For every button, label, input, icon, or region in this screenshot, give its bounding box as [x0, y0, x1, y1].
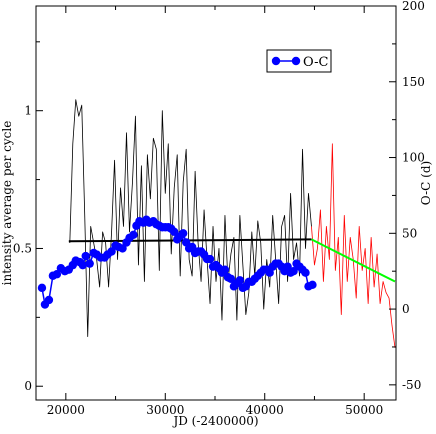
o-c-point	[78, 260, 87, 270]
y-left-tick-label: 1	[24, 104, 32, 118]
o-c-point	[129, 230, 138, 240]
x-tick-label: 30000	[146, 403, 184, 417]
plot-frame	[35, 5, 397, 401]
o-c-point	[220, 265, 230, 274]
o-c-point	[118, 244, 127, 253]
y-right-tick-label: 0	[402, 302, 410, 316]
x-axis-title: JD (-2400000)	[171, 414, 258, 428]
series-layer	[41, 99, 396, 348]
o-c-point	[85, 259, 94, 268]
right-axis-title: O-C (d)	[419, 161, 433, 205]
o-c-point	[44, 295, 54, 305]
series-4-line	[311, 238, 396, 283]
y-left-tick-label: 0	[24, 379, 32, 393]
o-c-point	[205, 254, 215, 264]
tick-layer: 20000 30000 40000 50000 0 0.5 1 -50 0 50 100 150 200	[13, 0, 425, 417]
y-right-tick-label: 50	[402, 226, 417, 240]
y-right-tick-label: -50	[402, 378, 421, 392]
series-3-line	[68, 238, 312, 243]
o-c-point	[289, 266, 298, 276]
o-c-point	[81, 251, 90, 261]
y-right-tick-label: 100	[402, 151, 425, 165]
legend-marker-right	[291, 56, 301, 66]
legend-label: O-C	[303, 55, 329, 70]
o-c-point	[37, 283, 47, 293]
legend-marker-left	[271, 56, 281, 66]
o-c-point	[301, 268, 310, 277]
y-left-tick-label: 0.5	[13, 241, 32, 255]
o-c-point	[178, 229, 188, 238]
o-c-point	[235, 276, 245, 285]
y-right-tick-label: 150	[402, 75, 425, 89]
x-tick-label: 40000	[246, 403, 284, 417]
x-tick-label: 50000	[345, 403, 383, 417]
o-c-point	[308, 280, 317, 290]
y-right-tick-label: 200	[402, 0, 425, 13]
x-tick-label: 20000	[47, 403, 85, 417]
o-c-point	[226, 274, 236, 283]
legend: O-C	[266, 49, 332, 73]
marker-layer	[37, 215, 317, 309]
series-1-line	[69, 99, 312, 338]
o-c-point	[107, 247, 116, 256]
left-axis-title: intensity average per cycle	[0, 121, 14, 286]
o-c-point	[52, 270, 62, 279]
o-c-point	[170, 227, 179, 236]
